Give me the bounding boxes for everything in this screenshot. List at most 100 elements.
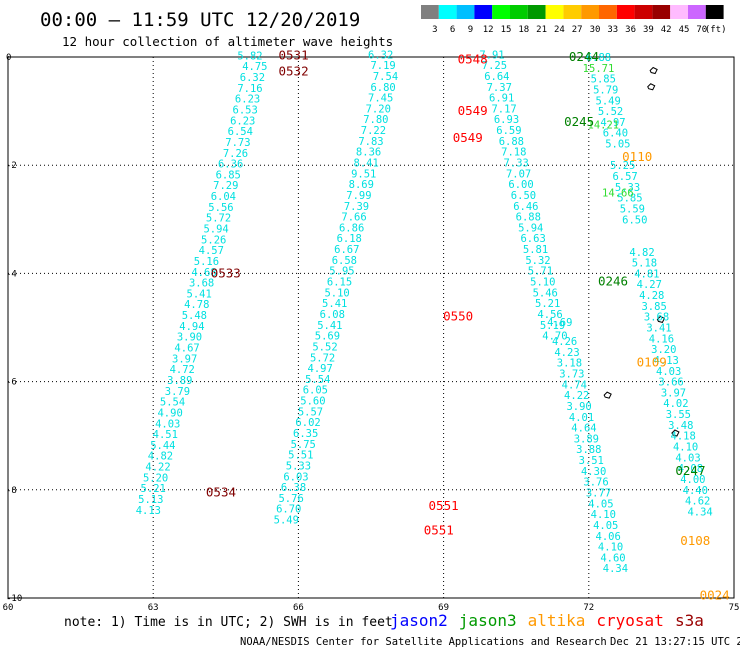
wave-height-value: 6.35 <box>293 428 318 440</box>
island <box>671 429 680 437</box>
wave-height-value: 6.46 <box>513 201 538 213</box>
wave-height-value: 4.74 <box>562 379 587 391</box>
wave-height-value: 6.88 <box>499 136 524 148</box>
wave-height-value: 5.54 <box>305 374 330 386</box>
wave-height-value: 5.57 <box>298 406 323 418</box>
wave-height-value: 7.29 <box>213 180 238 192</box>
wave-height-value: 5.16 <box>194 256 219 268</box>
wave-height-value: 3.18 <box>557 358 582 370</box>
scale-swatch <box>563 5 582 19</box>
wave-height-value: 5.41 <box>187 288 212 300</box>
wave-height-value: 4.03 <box>656 366 681 378</box>
wave-height-value: 6.67 <box>334 244 359 256</box>
island <box>656 315 666 323</box>
scale-label: 15 <box>501 25 512 35</box>
wave-height-value: 5.76 <box>278 493 303 505</box>
wave-height-value: 5.49 <box>596 95 621 107</box>
wave-height-value: 5.20 <box>143 472 168 484</box>
wave-height-value: 5.85 <box>591 74 616 86</box>
wave-height-value: 4.75 <box>242 61 267 73</box>
scale-swatch <box>421 5 439 19</box>
wave-height-value: 4.23 <box>554 347 579 359</box>
wave-height-value: 5.56 <box>208 202 233 214</box>
wave-height-value: 7.22 <box>361 125 386 137</box>
pass-label: 0550 <box>443 309 473 324</box>
wave-height-value: 3.20 <box>651 344 676 356</box>
wave-height-value: 6.02 <box>295 417 320 429</box>
pass-label: 0549 <box>458 103 488 118</box>
wave-height-value: 14.66 <box>602 187 634 199</box>
wave-height-value: 5.18 <box>632 258 657 270</box>
wave-height-value: 7.66 <box>341 212 366 224</box>
wave-height-value: 5.10 <box>324 287 349 299</box>
pass-label: 0549 <box>453 130 483 145</box>
wave-height-value: 7.73 <box>225 137 250 149</box>
wave-height-value: 8.41 <box>354 157 379 169</box>
wave-height-value: 5.59 <box>620 203 645 215</box>
wave-height-value: 3.51 <box>579 455 604 467</box>
pass-label: 0245 <box>564 114 594 129</box>
pass-label: 0024 <box>700 587 730 602</box>
wave-height-value: 4.94 <box>179 321 204 333</box>
wave-height-value: 6.36 <box>218 159 243 171</box>
wave-height-value: 9.51 <box>351 168 376 180</box>
wave-height-value: 6.38 <box>281 482 306 494</box>
scale-label: 6 <box>450 25 455 35</box>
coastline <box>603 66 680 437</box>
wave-height-value: 7.07 <box>506 168 531 180</box>
scale-label: 39 <box>643 25 654 35</box>
wave-height-value: 4.03 <box>675 452 700 464</box>
wave-height-value: 4.72 <box>170 364 195 376</box>
wave-height-value: 6.80 <box>370 82 395 94</box>
scale-swatch <box>670 5 688 19</box>
map-frame <box>7 56 735 599</box>
scale-swatch <box>474 5 493 19</box>
scale-label: (ft) <box>705 25 727 35</box>
scale-swatch <box>581 5 599 19</box>
wave-height-value: 6.40 <box>603 128 628 140</box>
wave-height-value: 6.18 <box>337 233 362 245</box>
wave-height-value: 5.05 <box>605 139 630 151</box>
wave-height-value: 4.60 <box>600 552 625 564</box>
wave-height-value: 5.49 <box>274 515 299 527</box>
scale-label: 18 <box>518 25 529 35</box>
pass-label: 0551 <box>429 498 459 513</box>
wave-height-value: 5.60 <box>300 396 325 408</box>
wave-height-value: 4.08 <box>678 463 703 475</box>
pass-label: 0531 <box>279 47 309 62</box>
scale-swatch <box>456 5 475 19</box>
wave-height-value: 7.33 <box>504 157 529 169</box>
scale-label: 24 <box>554 25 565 35</box>
legend-entry: altika <box>528 611 586 630</box>
wave-height-value: 4.40 <box>683 485 708 497</box>
island <box>649 66 658 75</box>
wave-height-value: 4.64 <box>571 423 596 435</box>
wave-height-value: 5.52 <box>598 106 623 118</box>
wave-height-value: 3.90 <box>566 401 591 413</box>
scale-label: 45 <box>679 25 690 35</box>
scale-label: 27 <box>572 25 583 35</box>
wave-height-value: 7.45 <box>368 93 393 105</box>
y-tick-label: -10 <box>6 594 22 604</box>
wave-height-value: 3.77 <box>586 488 611 500</box>
wave-height-value: 6.57 <box>612 171 637 183</box>
wave-height-value: 7.80 <box>363 114 388 126</box>
legend-entry: s3a <box>675 611 704 630</box>
wave-height-value: 15.71 <box>583 63 615 75</box>
wave-height-value: 5.21 <box>141 483 166 495</box>
wave-height-value: 6.64 <box>484 71 509 83</box>
x-tick-label: 60 <box>3 603 14 613</box>
pass-label: 0246 <box>598 274 628 289</box>
wave-height-value: 5.95 <box>329 266 354 278</box>
wave-height-value: 3.76 <box>583 477 608 489</box>
wave-height-value: 3.97 <box>172 353 197 365</box>
wave-height-value: 7.37 <box>487 82 512 94</box>
wave-height-value: 3.85 <box>641 301 666 313</box>
wave-height-tracks: 5.824.756.327.166.236.536.236.547.737.26… <box>136 49 713 575</box>
wave-height-value: 5.75 <box>291 439 316 451</box>
wave-height-value: 5.10 <box>530 277 555 289</box>
wave-height-value: 6.63 <box>520 233 545 245</box>
scale-label: 9 <box>468 25 473 35</box>
pass-label: 0532 <box>279 64 309 79</box>
wave-height-value: 4.67 <box>174 343 199 355</box>
